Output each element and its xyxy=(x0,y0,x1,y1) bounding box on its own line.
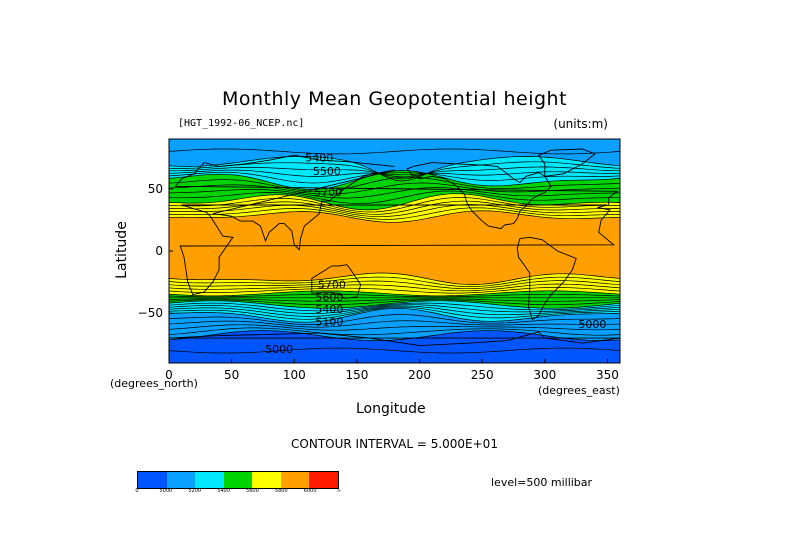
band-5600-5800-north xyxy=(169,193,620,223)
contour-n5800 xyxy=(169,210,620,223)
band-below-5000-south xyxy=(169,330,620,363)
contour-label: 5700 xyxy=(314,186,342,199)
contour-intermediate-2-2 xyxy=(169,197,620,213)
contour-label: 5600 xyxy=(315,291,343,304)
contour-intermediate-5-2 xyxy=(169,302,620,312)
contour-polar-north xyxy=(169,148,620,155)
contour-label: 5400 xyxy=(305,151,333,164)
contour-interval-text: CONTOUR INTERVAL = 5.000E+01 xyxy=(291,437,498,451)
contour-intermediate-6-8 xyxy=(169,327,620,336)
contour-s5800 xyxy=(169,272,620,285)
contour-intermediate-3-2 xyxy=(169,276,620,287)
contour-intermediate-6-4 xyxy=(169,320,620,328)
colorbar-label: 5800 xyxy=(274,488,288,494)
colorbar-swatch xyxy=(252,472,281,488)
contour-intermediate-2-6 xyxy=(169,204,620,218)
colorbar-swatch xyxy=(166,472,196,488)
contour-n5200 xyxy=(169,156,620,182)
x-tick-label: 300 xyxy=(533,368,556,382)
colorbar-label: 5400 xyxy=(217,488,230,494)
colorbar-swatch xyxy=(195,472,224,488)
contour-intermediate-4-6 xyxy=(169,298,620,302)
x-tick-label: 50 xyxy=(224,368,239,382)
band-5000-5200-south xyxy=(169,308,620,341)
colorbar-labels: 0 5000 5200 5400 5600 5800 6000 ∞ xyxy=(135,488,342,496)
contour-s5000 xyxy=(169,330,620,341)
colorbar-swatch xyxy=(309,472,339,488)
y-axis-label: Latitude xyxy=(114,221,130,279)
band-5000-5200-north xyxy=(169,139,620,181)
level-text: level=500 millibar xyxy=(491,476,593,489)
x-tick-label: 0 xyxy=(165,368,173,382)
contour-intermediate-4-8 xyxy=(169,299,620,306)
units-label: (units:m) xyxy=(553,117,608,131)
band-5200-5400-south xyxy=(169,300,620,323)
contour-label: 5500 xyxy=(313,165,341,178)
x-unit-label-right: (degrees_east) xyxy=(538,384,620,397)
dataset-label: [HGT_1992-06_NCEP.nc] xyxy=(178,118,305,129)
contour-intermediate-1-8 xyxy=(169,190,620,204)
y-tick-label: 50 xyxy=(148,182,163,196)
y-tick-label: −50 xyxy=(138,306,163,320)
contour-s5400 xyxy=(169,300,620,309)
x-tick-label: 150 xyxy=(345,368,368,382)
contour-s5200 xyxy=(169,307,620,323)
contour-label: 5100 xyxy=(315,316,343,329)
colorbar-label: 5000 xyxy=(159,488,173,494)
coast-australia xyxy=(311,264,362,299)
colorbar xyxy=(137,471,339,489)
contour-label: 5000 xyxy=(265,343,293,356)
x-axis-label: Longitude xyxy=(356,401,426,417)
contour-intermediate-2-8 xyxy=(169,207,620,220)
colorbar-label: 6000 xyxy=(303,488,317,494)
colorbar-swatch xyxy=(138,472,167,488)
contour-intermediate-6-6 xyxy=(169,324,620,331)
coast-n-america xyxy=(406,162,552,230)
contour-intermediate-6-2 xyxy=(169,314,620,325)
contour-intermediate-5-4 xyxy=(169,304,620,314)
band-5400-5600-north xyxy=(169,170,620,210)
colorbar-swatch xyxy=(223,472,253,488)
colorbar-label: 5200 xyxy=(188,488,202,494)
x-tick-label: 250 xyxy=(471,368,494,382)
contour-intermediate-3-8 xyxy=(169,287,620,294)
contour-intermediate-5-8 xyxy=(169,306,620,320)
coast-antarctica xyxy=(169,331,620,347)
colorbar-label: 5600 xyxy=(246,488,259,494)
coast-europe-asia xyxy=(174,154,619,205)
contour-label: 5000 xyxy=(578,318,606,331)
contour-intermediate-3-6 xyxy=(169,283,620,292)
contour-intermediate-1-2 xyxy=(169,176,620,192)
x-tick-label: 100 xyxy=(283,368,306,382)
contour-intermediate-5-6 xyxy=(169,305,620,317)
contour-label: 5700 xyxy=(318,278,346,291)
contour-intermediate-4-2 xyxy=(169,293,620,298)
coast-s-asia xyxy=(212,169,395,251)
contour-s5600 xyxy=(169,290,620,297)
contour-label: 5400 xyxy=(315,303,343,316)
x-tick-label: 200 xyxy=(408,368,431,382)
y-tick-label: 0 xyxy=(155,244,163,258)
x-unit-label: (degrees_north) xyxy=(110,377,198,390)
chart-title: Monthly Mean Geopotential height xyxy=(221,88,568,110)
x-tick-label: 350 xyxy=(596,368,619,382)
colorbar-swatch xyxy=(280,472,310,488)
contour-intermediate-1-6 xyxy=(169,187,620,199)
band-5800-6000-tropics xyxy=(169,210,620,285)
coast-africa xyxy=(179,204,615,296)
colorbar-label: ∞ xyxy=(336,488,342,494)
contour-n5400 xyxy=(169,170,620,190)
colorbar-label: 0 xyxy=(135,488,139,494)
coast-s-america xyxy=(516,236,577,321)
coast-greenland xyxy=(537,148,596,177)
contour-polar-south xyxy=(169,347,620,354)
contour-intermediate-3-4 xyxy=(169,280,620,290)
